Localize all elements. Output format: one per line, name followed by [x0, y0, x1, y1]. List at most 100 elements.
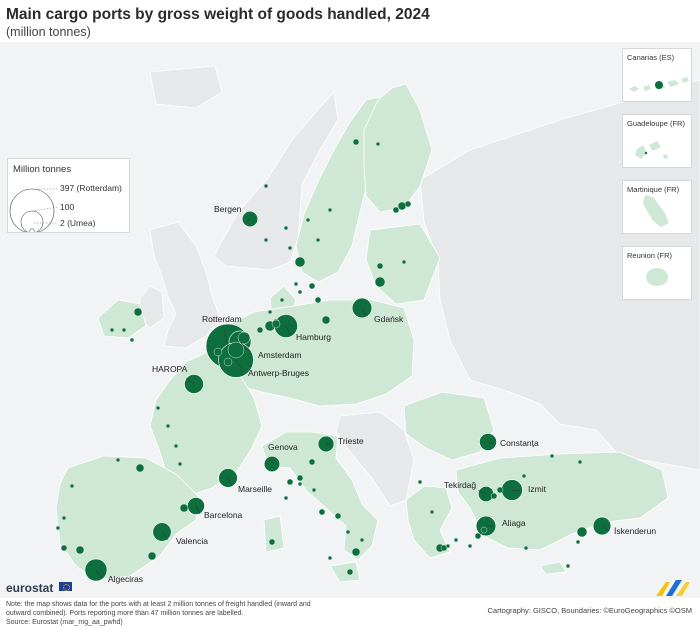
port-marker-small	[133, 307, 143, 317]
port-labels: Rotterdam Amsterdam Antwerp-Bruges Hamburg G…	[95, 204, 656, 584]
legend-title: Million tonnes	[13, 164, 72, 175]
inset-port-canarias	[655, 81, 663, 89]
port-label-marseille: Marseille	[238, 484, 272, 494]
port-marker-small	[263, 183, 269, 189]
port-label-izmit: Izmit	[528, 484, 547, 494]
port-leader-haropa	[185, 377, 195, 385]
port-marker-small	[467, 543, 473, 549]
ireland-shape	[97, 299, 147, 339]
port-leader-valencia	[161, 531, 169, 541]
port-leader-marseille	[227, 477, 233, 487]
port-marker-small	[327, 207, 333, 213]
port-marker-small	[267, 309, 273, 315]
port-marker-small	[69, 483, 75, 489]
map-area[interactable]: Rotterdam Amsterdam Antwerp-Bruges Hamburg G…	[0, 42, 700, 598]
map-canvas[interactable]: Rotterdam Amsterdam Antwerp-Bruges Hamburg G…	[0, 42, 700, 598]
inset-map-canarias	[629, 77, 689, 92]
great-britain-shape	[149, 221, 221, 349]
sicily-shape	[329, 561, 361, 583]
port-label-trieste: Trieste	[338, 436, 364, 446]
inset-map-reunion	[646, 268, 668, 286]
inset-port-guadeloupe	[644, 151, 648, 155]
inset-map-guadeloupe	[635, 141, 668, 159]
port-marker-small	[227, 341, 245, 359]
port-label-gda-sk: Gdańsk	[374, 314, 404, 324]
port-marker-small	[311, 487, 317, 493]
port-marker-small	[296, 474, 304, 482]
inset-guadeloupe: Guadeloupe (FR)	[622, 114, 692, 168]
port-label-antwerp-bruges: Antwerp-Bruges	[248, 368, 309, 378]
port-marker-small	[577, 459, 583, 465]
port-label-hamburg: Hamburg	[296, 332, 331, 342]
port-leader-hamburg	[285, 325, 291, 335]
port-marker-small	[575, 539, 581, 545]
port-marker-small	[237, 331, 251, 345]
cartography-credits: Cartography: GISCO, Boundaries: ©EuroGeo…	[487, 606, 692, 615]
port-label-amsterdam: Amsterdam	[258, 350, 301, 360]
port-marker-small	[314, 296, 322, 304]
port-marker-small	[374, 276, 386, 288]
port-marker-small	[294, 256, 306, 268]
port-leader-gda-sk	[361, 307, 367, 317]
port-label-genova: Genova	[268, 442, 298, 452]
port-leader-algeciras	[95, 569, 103, 579]
port-marker-small	[523, 545, 529, 551]
port-marker-small	[375, 141, 381, 147]
port-marker-small	[305, 217, 311, 223]
port-marker-small	[453, 537, 459, 543]
legend-label-max: 397 (Rotterdam)	[60, 183, 122, 193]
port-leader-amsterdam	[239, 341, 251, 353]
port-leader-i-skenderun	[601, 525, 609, 531]
port-marker-small	[404, 200, 412, 208]
port-marker-small	[359, 537, 365, 543]
port-leader-antwerp-bruges	[235, 359, 243, 371]
inset-label-canarias: Canarias (ES)	[627, 53, 675, 62]
port-leader-bergen	[245, 218, 251, 223]
legend-label-mid: 100	[60, 202, 75, 212]
port-marker-small	[61, 515, 67, 521]
port-marker-small	[283, 225, 289, 231]
port-label-rotterdam: Rotterdam	[202, 314, 242, 324]
port-marker-small	[173, 443, 179, 449]
port-label-valencia: Valencia	[176, 536, 208, 546]
port-marker-small	[115, 457, 121, 463]
port-marker-small	[293, 281, 299, 287]
port-leader-izmit	[511, 489, 521, 492]
eu-flag-icon	[59, 582, 72, 591]
port-marker-small	[445, 543, 451, 549]
port-label-barcelona: Barcelona	[204, 510, 243, 520]
port-marker-small	[440, 544, 448, 552]
port-marker-small	[315, 237, 321, 243]
eu-land	[55, 83, 669, 583]
port-marker-small	[147, 551, 157, 561]
source-text: Source: Eurostat (mar_mg_aa_pwhd)	[6, 619, 123, 626]
eurostat-logo: eurostat	[6, 581, 54, 595]
port-label-haropa: HAROPA	[152, 364, 188, 374]
port-marker-small	[129, 337, 135, 343]
port-marker-small	[308, 458, 316, 466]
port-marker-small	[283, 495, 289, 501]
port-marker-small	[397, 201, 407, 211]
port-marker-small	[55, 525, 61, 531]
port-marker-small	[165, 423, 171, 429]
port-marker-small	[287, 245, 293, 251]
legend: Million tonnes 397 (Rotterdam) 100 2 (Um…	[7, 158, 130, 233]
port-marker-small	[256, 326, 264, 334]
inset-canarias: Canarias (ES)	[622, 48, 692, 102]
port-leader-constan-a	[487, 441, 495, 445]
finland-shape	[363, 83, 433, 213]
inset-label-reunion: Reunion (FR)	[627, 251, 673, 260]
port-marker-small	[496, 486, 504, 494]
port-marker-small	[271, 319, 281, 329]
greece-shape	[405, 485, 453, 559]
port-marker-small	[345, 529, 351, 535]
port-marker-small	[474, 532, 482, 540]
inset-martinique: Martinique (FR)	[622, 180, 692, 234]
inset-map-martinique	[643, 195, 669, 227]
port-label-constan-a: Constanța	[500, 438, 539, 448]
port-marker-small	[60, 544, 68, 552]
port-label-aliaga: Aliaga	[502, 518, 526, 528]
port-marker-small	[135, 463, 145, 473]
port-marker-small	[297, 289, 303, 295]
port-marker-small	[279, 297, 285, 303]
